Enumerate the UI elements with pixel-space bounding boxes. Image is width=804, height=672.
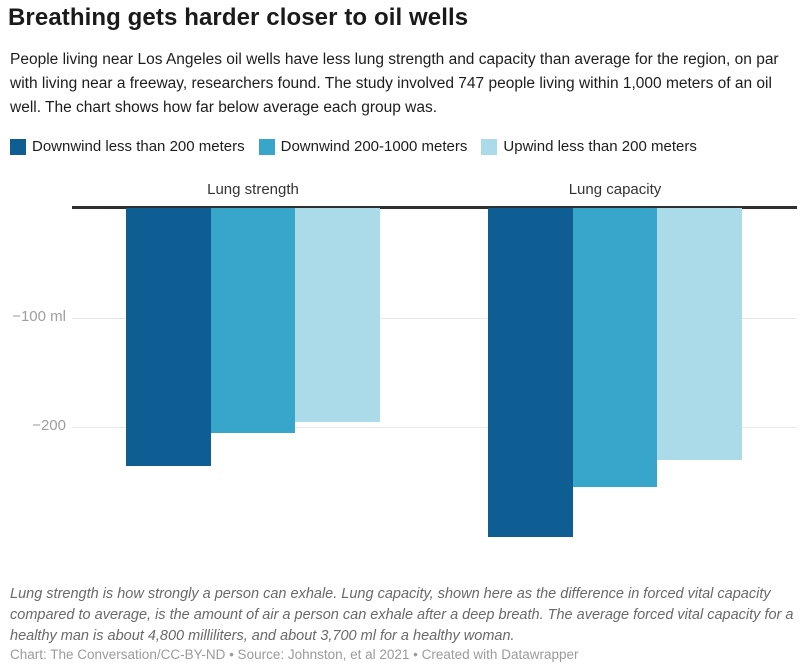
group-label-lung-strength: Lung strength [207, 181, 299, 198]
zero-baseline [72, 206, 797, 209]
bar-lung-strength-series-0 [126, 208, 211, 466]
legend-item: Downwind less than 200 meters [10, 138, 245, 155]
legend-label: Downwind less than 200 meters [32, 138, 245, 155]
chart-description: People living near Los Angeles oil wells… [10, 51, 779, 116]
bar-lung-capacity-series-2 [657, 208, 743, 461]
chart-title: Breathing gets harder closer to oil well… [8, 4, 469, 31]
legend-swatch-icon [481, 138, 498, 155]
group-label-lung-capacity: Lung capacity [568, 181, 662, 198]
legend-label: Upwind less than 200 meters [503, 138, 697, 155]
legend: Downwind less than 200 meters Downwind 20… [10, 138, 697, 155]
bar-lung-capacity-series-0 [488, 208, 573, 537]
chart-footnote: Lung strength is how strongly a person c… [10, 586, 794, 644]
bar-lung-strength-series-2 [295, 208, 381, 422]
gridline--200 [72, 427, 797, 429]
gridline--100 [72, 317, 797, 319]
legend-swatch-icon [10, 138, 26, 155]
legend-item: Downwind 200-1000 meters [258, 138, 468, 155]
legend-swatch-icon [258, 138, 275, 155]
bar-lung-capacity-series-1 [572, 208, 658, 488]
legend-item: Upwind less than 200 meters [481, 138, 697, 155]
bar-lung-strength-series-1 [210, 208, 296, 433]
y-tick-label: −100 ml [12, 307, 66, 325]
y-tick-label: −200 [32, 417, 66, 435]
chart-credit: Chart: The Conversation/CC-BY-ND • Sourc… [10, 647, 579, 662]
legend-label: Downwind 200-1000 meters [280, 138, 468, 155]
